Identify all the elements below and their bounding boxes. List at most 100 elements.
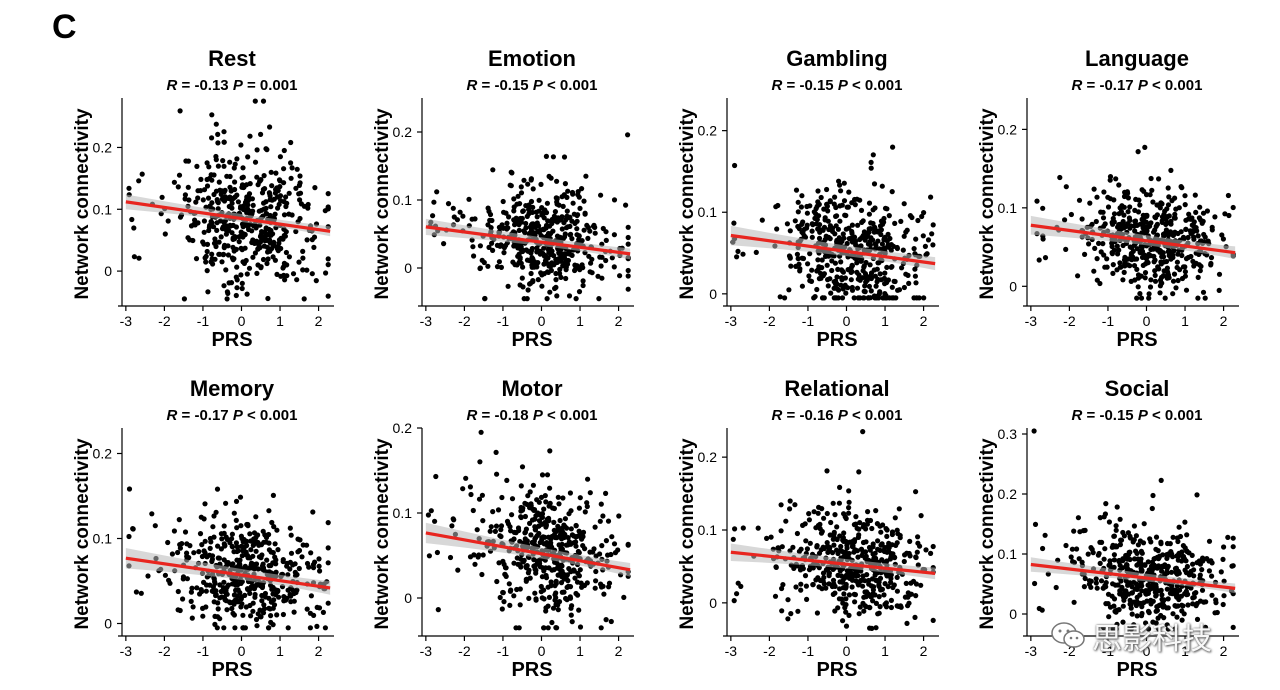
data-point (505, 283, 511, 289)
data-point (1146, 295, 1152, 301)
data-point (906, 280, 912, 286)
data-point (869, 525, 875, 532)
data-point (287, 525, 293, 531)
data-point (1120, 218, 1126, 225)
data-point (886, 213, 892, 219)
data-point (814, 543, 820, 549)
data-point (843, 584, 849, 590)
data-point (528, 270, 534, 277)
data-point (571, 568, 577, 574)
data-point (1032, 521, 1039, 527)
data-point (197, 531, 204, 537)
data-point (234, 285, 240, 291)
x-tick-label: 0 (238, 643, 246, 659)
data-point (277, 184, 283, 190)
data-point (1191, 234, 1197, 240)
data-point (1220, 556, 1226, 562)
data-point (903, 580, 909, 586)
data-point (233, 292, 239, 299)
data-point (1132, 207, 1138, 213)
x-tick-label: -1 (802, 643, 815, 659)
data-point (261, 173, 267, 179)
data-point (537, 251, 543, 257)
data-point (1143, 620, 1149, 626)
data-point (802, 573, 809, 579)
data-point (493, 449, 499, 455)
data-point (1127, 601, 1133, 607)
data-point (584, 580, 590, 586)
data-point (1093, 580, 1099, 586)
data-point (1171, 588, 1177, 594)
data-point (1213, 600, 1219, 606)
data-point (921, 210, 927, 216)
data-point (233, 540, 239, 546)
data-point (209, 251, 215, 257)
data-point (1101, 625, 1107, 631)
data-point (183, 158, 189, 164)
data-point (772, 593, 779, 599)
data-point (472, 216, 478, 222)
data-point (259, 190, 266, 196)
data-point (213, 592, 219, 599)
data-point (1160, 552, 1166, 558)
data-point (872, 550, 878, 556)
data-point (533, 513, 539, 519)
data-point (852, 202, 858, 208)
data-point (320, 609, 326, 615)
data-point (300, 542, 306, 548)
y-axis-label: Network connectivity (72, 438, 93, 630)
data-point (204, 160, 210, 166)
y-tick-label: 0 (404, 590, 412, 606)
data-point (1094, 585, 1100, 591)
data-point (1170, 278, 1177, 284)
data-point (487, 528, 493, 534)
data-point (798, 546, 804, 552)
data-point (575, 592, 581, 598)
data-point (829, 267, 835, 274)
data-point (509, 170, 515, 176)
data-point (542, 258, 549, 264)
data-point (1173, 285, 1179, 291)
data-point (219, 536, 225, 542)
x-tick-label: -3 (420, 643, 433, 659)
scatter-plot-language: Language R = -0.17 P < 0.001 -3 -2 -1 0 1 2 0 0.1… (955, 40, 1255, 360)
data-point (548, 540, 554, 546)
data-point (1198, 263, 1204, 269)
data-point (855, 554, 861, 560)
data-point (175, 588, 181, 595)
data-point (1142, 275, 1148, 281)
data-point (868, 288, 874, 294)
data-point (250, 608, 256, 614)
data-point (911, 246, 917, 252)
data-point (523, 220, 529, 227)
data-point (547, 289, 553, 295)
data-point (1139, 588, 1145, 594)
data-point (239, 184, 245, 190)
data-point (800, 255, 807, 262)
data-point (501, 561, 507, 567)
data-point (1111, 557, 1117, 563)
data-point (1109, 251, 1115, 257)
data-point (842, 275, 848, 281)
data-point (1194, 492, 1200, 498)
data-point (1063, 184, 1069, 190)
data-point (261, 539, 267, 545)
data-point (1165, 563, 1171, 569)
data-point (557, 266, 563, 272)
data-point (126, 533, 132, 540)
data-point (255, 246, 261, 252)
data-point (1153, 593, 1159, 599)
data-point (541, 253, 548, 259)
data-point (548, 536, 554, 542)
data-point (1174, 614, 1180, 620)
data-point (590, 223, 597, 229)
axes (722, 428, 939, 641)
data-point (501, 250, 507, 256)
data-point (1146, 626, 1152, 632)
data-point (200, 613, 206, 619)
data-point (856, 611, 862, 617)
data-point (579, 262, 585, 268)
y-tick-label: 0.2 (393, 420, 413, 436)
data-point (810, 222, 816, 228)
data-point (1057, 174, 1063, 181)
